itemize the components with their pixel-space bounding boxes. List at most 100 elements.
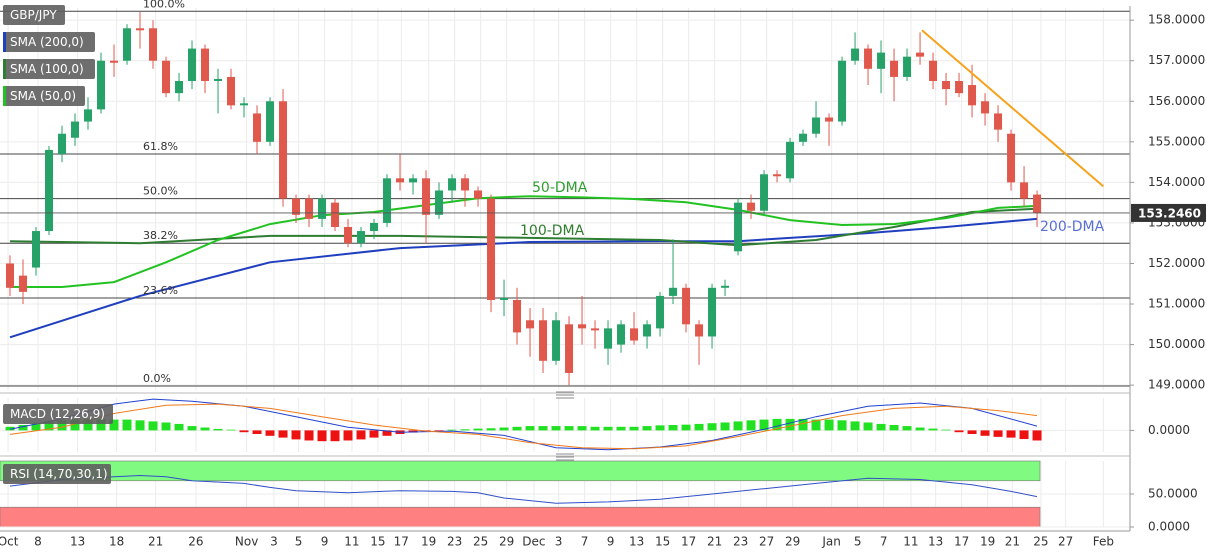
candle [6, 255, 15, 296]
candle-body [643, 324, 652, 337]
candle-body [838, 60, 847, 122]
x-tick-label: 29 [499, 535, 514, 549]
histogram-bar [70, 419, 80, 431]
candle [84, 97, 93, 130]
candle [370, 218, 379, 240]
x-tick-label: 5 [854, 535, 862, 549]
candle-body [994, 113, 1003, 130]
last-price-label: 153.2460 [1138, 206, 1201, 220]
histogram-bar [473, 428, 483, 431]
candle [890, 48, 899, 102]
legend-box [3, 59, 95, 79]
legend-item: SMA (50,0) [3, 86, 85, 106]
candle [812, 101, 821, 138]
candle-body [669, 287, 678, 296]
candle [305, 194, 314, 227]
candle-body [552, 320, 561, 361]
candle-body [903, 56, 912, 77]
histogram-bar [18, 425, 28, 431]
candle [149, 20, 158, 69]
candle [383, 174, 392, 227]
histogram-bar [967, 430, 977, 434]
candle-body [396, 178, 405, 183]
histogram-bar [720, 422, 730, 431]
candle-body [825, 117, 834, 122]
histogram-bar [96, 418, 106, 431]
x-tick-label: 21 [1005, 535, 1020, 549]
histogram-bar [824, 419, 834, 431]
axes [0, 6, 1131, 532]
legend-label: RSI (14,70,30,1) [10, 467, 108, 481]
legend-label: SMA (100,0) [10, 62, 84, 76]
line-series [9, 474, 1038, 504]
candle-body [500, 297, 509, 300]
candle-body [71, 121, 80, 138]
candle [994, 105, 1003, 142]
annotation: 50-DMA [532, 180, 588, 196]
histogram-bar [369, 430, 379, 438]
x-tick-label: 5 [295, 535, 303, 549]
x-tick-label: 19 [421, 535, 436, 549]
histogram-bar [863, 422, 873, 431]
candle [565, 316, 574, 386]
candle-body [630, 328, 639, 341]
legend-box [3, 32, 95, 52]
candle-body [812, 117, 821, 134]
y-tick-label: 149.0000 [1148, 378, 1205, 392]
candle-body [604, 328, 613, 349]
line-series [9, 398, 1038, 451]
histogram-bar [304, 430, 314, 441]
candle-body [149, 28, 158, 61]
y-tick-label: 158.0000 [1148, 13, 1205, 27]
candle [552, 312, 561, 365]
candle-body [331, 202, 340, 227]
y-tick-label: 154.0000 [1148, 175, 1205, 189]
histogram-bar [239, 430, 249, 433]
candle-body [877, 52, 886, 69]
histogram-bar [148, 421, 158, 431]
candle [604, 320, 613, 365]
rsi-band [0, 460, 1041, 482]
candle-body [435, 190, 444, 215]
histogram-bar [330, 430, 340, 442]
candle-body [409, 178, 418, 183]
candle [929, 52, 938, 90]
fib-label: 100.0% [143, 0, 185, 10]
x-tick-label: 13 [70, 535, 85, 549]
legend-label: GBP/JPY [10, 8, 57, 22]
histogram-bar [5, 426, 15, 431]
x-tick-label: 3 [270, 535, 278, 549]
candle-body [1007, 133, 1016, 183]
candle-body [448, 178, 457, 191]
candle [864, 44, 873, 86]
candle [19, 259, 28, 305]
histogram-bar [564, 426, 574, 431]
x-tick-label: 9 [607, 535, 615, 549]
candle-body [19, 275, 28, 292]
x-tick-label: 17 [394, 535, 409, 549]
candle [292, 194, 301, 223]
x-tick-label: 15 [370, 535, 385, 549]
candle-body [916, 52, 925, 57]
candle [851, 32, 860, 65]
candle-body [188, 48, 197, 81]
histogram-bar [382, 430, 392, 436]
histogram-bar [759, 419, 769, 431]
candle-body [201, 48, 210, 81]
candle [591, 320, 600, 349]
candle-body [656, 295, 665, 329]
candle-body [565, 324, 574, 373]
fib-label: 38.2% [143, 229, 178, 242]
legend-swatch [3, 32, 6, 52]
legend-box [3, 464, 111, 484]
histogram-bar [980, 430, 990, 436]
candle [136, 12, 145, 49]
histogram-bar [1019, 430, 1029, 440]
candle-body [929, 60, 938, 81]
x-tick-label: 13 [928, 535, 943, 549]
candle-body [292, 198, 301, 215]
candle-body [760, 174, 769, 211]
histogram-bar [317, 430, 327, 442]
candle [981, 93, 990, 126]
candle-body [734, 202, 743, 252]
